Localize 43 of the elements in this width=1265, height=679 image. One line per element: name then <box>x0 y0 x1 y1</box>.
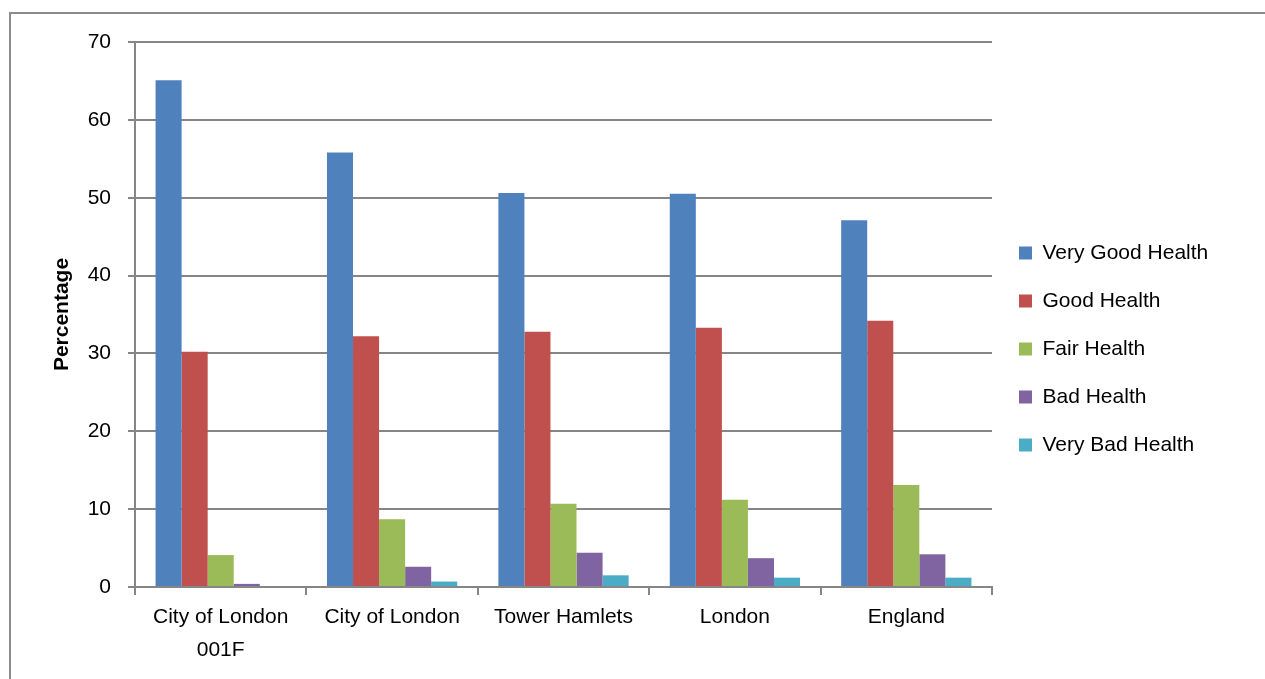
bar <box>841 220 868 586</box>
bar <box>919 554 946 586</box>
bar <box>867 320 894 586</box>
bar <box>326 152 354 586</box>
bar <box>695 327 722 586</box>
y-tick-label: 50 <box>87 184 111 208</box>
x-tick-label: City of London 001F <box>152 604 289 660</box>
bar <box>379 519 406 586</box>
bar <box>155 80 182 586</box>
y-tick-label: 30 <box>87 340 111 364</box>
bar <box>773 577 801 586</box>
y-tick-label: 70 <box>87 28 111 52</box>
y-tick-label: 60 <box>87 106 111 130</box>
x-tick-label: Tower Hamlets <box>494 604 633 628</box>
bar <box>893 485 920 586</box>
bar <box>207 555 234 586</box>
x-tick-label: England <box>867 604 945 628</box>
bar <box>353 336 380 586</box>
bar <box>233 583 260 586</box>
x-tick-label: City of London <box>324 604 460 628</box>
bar <box>550 503 577 586</box>
bar <box>498 193 525 586</box>
y-tick-label: 40 <box>87 262 111 286</box>
bar <box>576 552 603 586</box>
y-tick-label: 20 <box>87 418 111 442</box>
legend-label: Fair Health <box>1042 335 1146 359</box>
bar <box>524 331 551 586</box>
bar <box>431 581 458 586</box>
legend-label: Good Health <box>1042 287 1161 311</box>
bar <box>405 566 432 586</box>
y-tick-label: 0 <box>99 573 111 597</box>
legend-label: Very Bad Health <box>1042 431 1195 455</box>
bar <box>181 351 208 586</box>
legend-label: Bad Health <box>1042 383 1147 407</box>
y-axis-title: Percentage <box>49 257 73 372</box>
bar <box>721 499 748 586</box>
bar <box>945 577 972 586</box>
bar <box>602 575 629 586</box>
x-tick-label: London <box>699 604 770 628</box>
legend-label: Very Good Health <box>1042 239 1209 263</box>
bar <box>747 558 774 586</box>
y-tick-label: 10 <box>87 495 111 519</box>
bar <box>669 193 696 586</box>
